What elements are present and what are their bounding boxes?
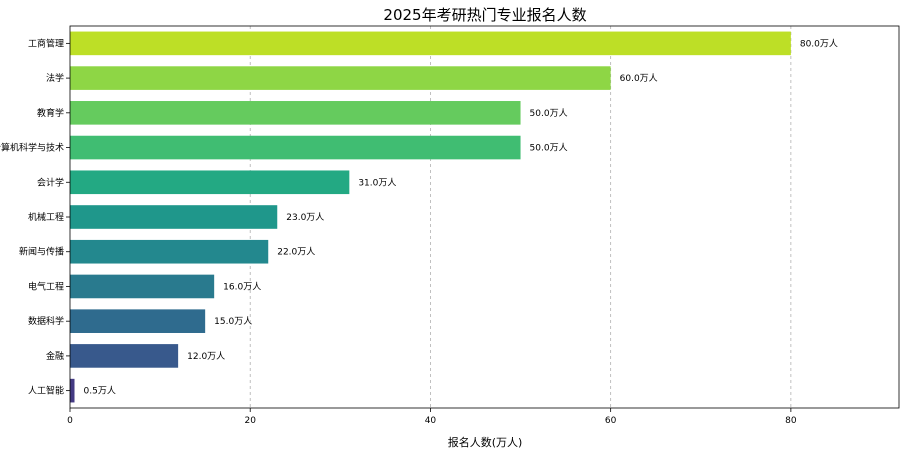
data-label: 60.0万人 (620, 73, 658, 84)
data-label: 0.5万人 (84, 386, 116, 397)
x-axis-label: 报名人数(万人) (448, 435, 523, 449)
data-label: 12.0万人 (187, 351, 225, 362)
data-label: 50.0万人 (530, 108, 568, 119)
x-tick-label: 40 (425, 416, 437, 426)
y-tick-label: 法学 (46, 72, 64, 84)
x-tick-label: 20 (244, 416, 256, 426)
grid-lines (249, 26, 792, 408)
bar (70, 239, 269, 264)
y-tick-labels: 工商管理法学教育学计算机科学与技术会计学机械工程新闻与传播电气工程数据科学金融人… (0, 37, 70, 397)
bars (70, 31, 791, 403)
y-tick-label: 计算机科学与技术 (0, 142, 64, 154)
plot-frame (69, 25, 900, 409)
data-label: 16.0万人 (223, 281, 261, 292)
bar (70, 205, 278, 229)
bar (70, 31, 791, 56)
bar (70, 135, 521, 160)
y-tick-label: 数据科学 (28, 315, 64, 327)
x-tick-label: 0 (67, 416, 73, 426)
bar (70, 66, 611, 90)
bar (70, 344, 179, 368)
data-label: 80.0万人 (800, 38, 838, 49)
data-label: 15.0万人 (214, 316, 252, 327)
bar (70, 378, 75, 403)
bar (70, 309, 206, 333)
x-tick-label: 60 (605, 416, 617, 426)
data-label: 31.0万人 (358, 177, 396, 188)
bar (70, 101, 521, 125)
data-label: 50.0万人 (530, 143, 568, 154)
data-label: 22.0万人 (277, 247, 315, 258)
x-tick-label: 80 (785, 416, 797, 426)
y-tick-label: 工商管理 (28, 37, 64, 49)
data-labels: 80.0万人 60.0万人 50.0万人 50.0万人 31.0万人 23.0万人 22.0… (84, 38, 838, 396)
data-label: 23.0万人 (286, 212, 324, 223)
y-tick-label: 人工智能 (28, 385, 64, 397)
y-tick-label: 金融 (46, 350, 64, 362)
bar (70, 274, 215, 299)
y-tick-label: 机械工程 (28, 211, 64, 223)
y-tick-label: 教育学 (37, 107, 64, 119)
bar (70, 170, 350, 195)
y-tick-label: 新闻与传播 (19, 246, 64, 258)
y-tick-label: 电气工程 (28, 280, 64, 292)
y-tick-label: 会计学 (37, 176, 64, 188)
x-tick-labels: 0 20 40 60 80 (67, 408, 797, 426)
chart-title: 2025年考研热门专业报名人数 (383, 6, 586, 24)
